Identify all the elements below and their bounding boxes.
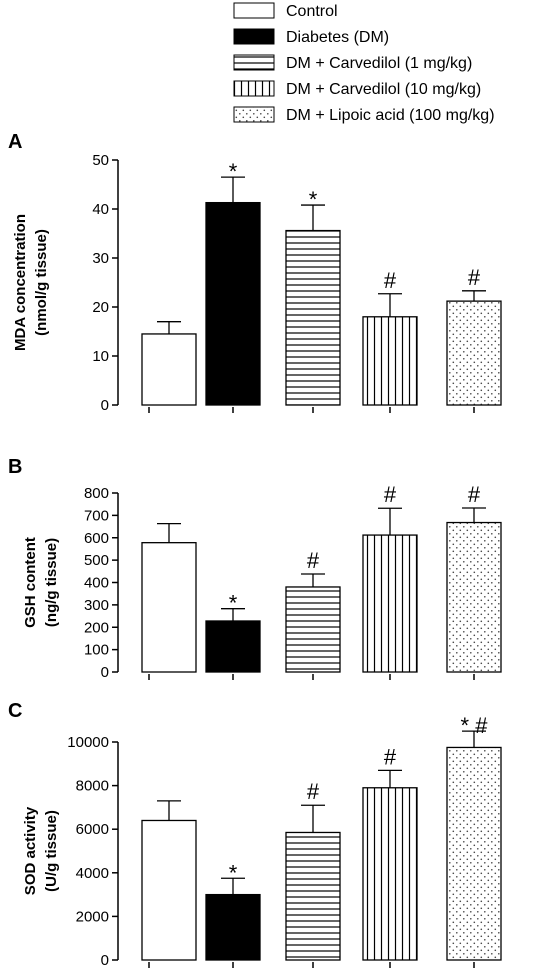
significance-label: # — [468, 482, 481, 507]
legend-label: DM + Carvedilol (10 mg/kg) — [286, 81, 481, 98]
panel-letter: C — [8, 700, 22, 722]
y-tick-label: 4000 — [76, 865, 109, 882]
bar — [205, 201, 261, 406]
y-tick-label: 6000 — [76, 821, 109, 838]
legend-label: DM + Lipoic acid (100 mg/kg) — [286, 107, 495, 124]
y-tick-label: 8000 — [76, 778, 109, 795]
panel-letter: B — [8, 456, 22, 478]
bar — [141, 333, 197, 406]
significance-label: * — [229, 159, 238, 184]
panel-letter: A — [8, 131, 22, 153]
y-axis-title: MDA concentration — [12, 214, 29, 351]
bar — [285, 586, 341, 673]
chart-panel-c: C SOD activity (U/g tissue) 0 2000 4000 6000 80… — [8, 700, 502, 969]
y-tick-label: 800 — [84, 485, 109, 502]
bar — [141, 819, 197, 961]
y-tick-label: 300 — [84, 597, 109, 614]
significance-label: # — [384, 744, 397, 769]
y-axis-subtitle: (nmol/g tissue) — [33, 229, 50, 336]
y-axis-subtitle: (U/g tissue) — [43, 810, 60, 892]
legend-label: Control — [286, 3, 338, 20]
legend-swatch — [233, 54, 275, 71]
significance-label: * — [229, 860, 238, 885]
y-tick-label: 600 — [84, 530, 109, 547]
y-axis-subtitle: (ng/g tissue) — [43, 538, 60, 627]
y-axis-title: GSH content — [22, 537, 39, 628]
y-tick-label: 100 — [84, 642, 109, 659]
y-tick-label: 50 — [92, 152, 109, 169]
y-tick-label: 10 — [92, 348, 109, 365]
legend-swatch — [233, 28, 275, 45]
y-tick-label: 200 — [84, 619, 109, 636]
bar — [446, 300, 502, 406]
legend-swatch — [233, 2, 275, 19]
legend-label: DM + Carvedilol (1 mg/kg) — [286, 55, 472, 72]
y-tick-label: 0 — [101, 664, 109, 681]
y-tick-label: 400 — [84, 575, 109, 592]
significance-label: # — [468, 265, 481, 290]
panels: A MDA concentration (nmol/g tissue) 0 10 20 30… — [8, 131, 502, 969]
bar — [205, 893, 261, 961]
significance-label: # — [384, 482, 397, 507]
y-tick-label: 30 — [92, 250, 109, 267]
legend-label: Diabetes (DM) — [286, 29, 389, 46]
bar — [362, 316, 418, 406]
y-tick-label: 20 — [92, 299, 109, 316]
significance-label: * — [309, 187, 318, 212]
y-axis-title: SOD activity — [22, 806, 39, 895]
legend: Control Diabetes (DM) DM + Carvedilol (1 m… — [233, 2, 495, 124]
significance-label: * — [229, 591, 238, 616]
legend-swatch — [233, 80, 275, 97]
y-tick-label: 40 — [92, 201, 109, 218]
y-tick-label: 2000 — [76, 908, 109, 925]
bar — [446, 521, 502, 673]
bar — [446, 746, 502, 961]
significance-label: # — [307, 779, 320, 804]
chart-panel-a: A MDA concentration (nmol/g tissue) 0 10 20 30… — [8, 131, 502, 414]
significance-label: * # — [461, 713, 489, 738]
y-tick-label: 700 — [84, 507, 109, 524]
chart-panel-b: B GSH content (ng/g tissue) 0 100 200 300 400 50… — [8, 456, 502, 681]
y-tick-label: 10000 — [67, 734, 109, 751]
y-tick-label: 0 — [101, 397, 109, 414]
bar — [205, 620, 261, 673]
bar — [141, 542, 197, 673]
y-tick-label: 0 — [101, 952, 109, 969]
significance-label: # — [307, 548, 320, 573]
bar — [285, 229, 341, 406]
y-tick-label: 500 — [84, 552, 109, 569]
bar — [285, 831, 341, 961]
significance-label: # — [384, 268, 397, 293]
bar — [362, 787, 418, 961]
legend-swatch — [233, 106, 275, 123]
bar — [362, 534, 418, 673]
